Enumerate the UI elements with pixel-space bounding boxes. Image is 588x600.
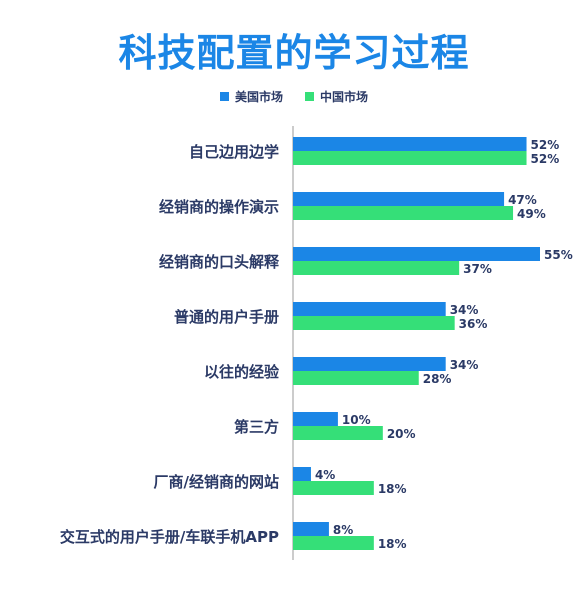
bar-cn: [293, 371, 419, 385]
category-label: 交互式的用户手册/车联手机APP: [60, 528, 279, 546]
value-label-us: 34%: [450, 303, 479, 317]
bar-us: [293, 522, 329, 536]
value-label-cn: 28%: [423, 372, 452, 386]
bar-us: [293, 467, 311, 481]
bar-cn: [293, 206, 514, 220]
value-label-us: 8%: [333, 523, 353, 537]
category-label: 第三方: [234, 418, 279, 436]
value-label-us: 55%: [544, 248, 573, 262]
category-label: 厂商/经销商的网站: [154, 473, 279, 491]
category-label: 自己边用边学: [189, 143, 279, 161]
bar-cn: [293, 426, 383, 440]
category-label: 普通的用户手册: [174, 308, 279, 326]
legend-label-us: 美国市场: [234, 90, 283, 104]
category-label: 以往的经验: [204, 363, 280, 381]
legend-swatch-us: [219, 92, 229, 101]
value-label-us: 47%: [508, 193, 537, 207]
value-label-cn: 18%: [378, 482, 407, 496]
bar-us: [293, 357, 446, 371]
category-label: 经销商的口头解释: [159, 253, 280, 271]
legend-item-us: 美国市场: [219, 88, 283, 105]
legend-swatch-cn: [305, 92, 314, 101]
value-label-us: 34%: [450, 358, 479, 372]
bar-cn: [293, 536, 374, 550]
value-label-cn: 18%: [378, 537, 407, 551]
bar-us: [293, 412, 338, 426]
bar-us: [293, 192, 505, 206]
bar-us: [293, 302, 446, 316]
value-label-cn: 20%: [387, 427, 416, 441]
value-label-cn: 49%: [517, 207, 546, 221]
value-label-us: 52%: [531, 138, 560, 152]
chart-title: 科技配置的学习过程: [118, 31, 470, 75]
value-label-us: 10%: [342, 413, 371, 427]
bar-cn: [293, 261, 460, 275]
legend-item-cn: 中国市场: [305, 88, 368, 105]
legend-label-cn: 中国市场: [320, 90, 369, 104]
value-label-cn: 36%: [459, 317, 488, 331]
value-label-cn: 52%: [531, 152, 560, 166]
bar-us: [293, 137, 527, 151]
category-label: 经销商的操作演示: [159, 198, 279, 216]
bar-cn: [293, 481, 374, 495]
bar-us: [293, 247, 540, 261]
legend: 美国市场 中国市场: [0, 88, 588, 105]
bar-cn: [293, 151, 527, 165]
bar-cn: [293, 316, 455, 330]
value-label-us: 4%: [315, 468, 335, 482]
value-label-cn: 37%: [463, 262, 492, 276]
